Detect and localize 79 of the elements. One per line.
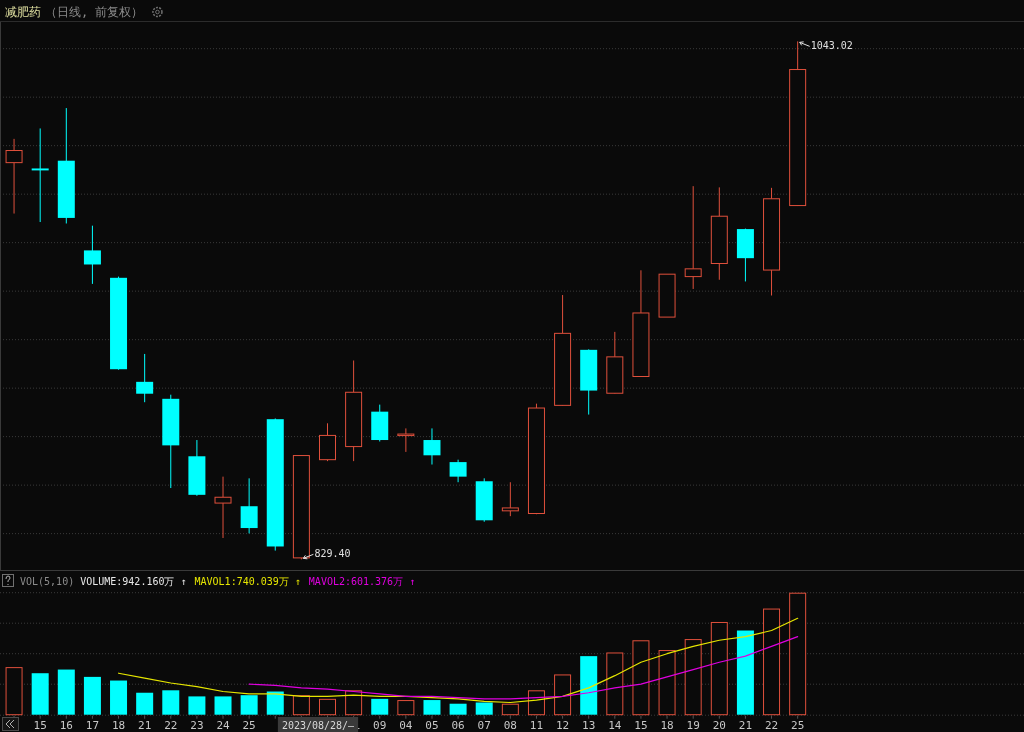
candlestick [214, 476, 232, 539]
candlestick [423, 427, 441, 466]
x-tick-label: 13 [582, 719, 596, 732]
x-tick-label: 21 [138, 719, 152, 732]
candlestick [5, 138, 23, 215]
bar [710, 621, 728, 716]
x-tick-label: 22 [764, 719, 779, 732]
x-tick-label: 25 [791, 719, 805, 732]
bar [31, 673, 49, 715]
x-tick-label: 24 [216, 719, 231, 732]
candlestick [501, 481, 519, 517]
candlestick [319, 422, 336, 461]
x-tick-label: 07 [477, 719, 491, 732]
candlestick [710, 186, 728, 281]
x-tick-label: 14 [608, 719, 622, 732]
bar [554, 674, 572, 716]
bar [658, 650, 676, 716]
bar [763, 608, 781, 716]
x-tick-label: 15 [634, 719, 648, 732]
chart-subtitle: （日线, 前复权） [45, 5, 144, 19]
bar [736, 630, 754, 715]
candlestick [31, 127, 49, 223]
bar [188, 696, 206, 715]
candlestick [83, 225, 101, 285]
x-tick-label: 22 [164, 719, 178, 732]
bar [397, 700, 415, 716]
bar [789, 592, 807, 716]
candlestick [397, 427, 415, 453]
bar [449, 703, 467, 715]
bar [266, 691, 284, 715]
text: VOLUME:942.160万 ↑ [80, 576, 187, 587]
annotation: 829.40 [314, 548, 351, 560]
candlestick [763, 187, 781, 297]
x-tick-label: 18 [660, 719, 674, 732]
candlestick [136, 353, 154, 403]
x-tick-label: 16 [59, 719, 73, 732]
candlestick [449, 459, 467, 483]
candlestick [240, 477, 258, 534]
x-tick-label: 19 [686, 719, 700, 732]
bar [110, 680, 128, 715]
x-tick-label: 25 [242, 719, 256, 732]
text: MAVOL1:740.039万 ↑ [194, 576, 301, 587]
x-tick-label: 12 [555, 719, 570, 732]
x-tick-label: 04 [399, 719, 413, 732]
bar [83, 676, 101, 715]
bar [632, 640, 650, 716]
bar [214, 696, 232, 715]
x-tick-label: 06 [451, 719, 465, 732]
bar [162, 690, 180, 715]
x-tick-label: 17 [85, 719, 100, 732]
x-tick-label: 05 [425, 719, 439, 732]
bar [240, 695, 258, 715]
bar [501, 703, 519, 716]
bar [371, 698, 389, 715]
text: 2023/08/28/— [281, 719, 356, 731]
x-tick-label: 20 [712, 719, 726, 732]
x-tick-label: 11 [529, 719, 544, 732]
x-tick-label: 18 [111, 719, 126, 732]
bar [684, 639, 702, 716]
bar [57, 669, 75, 715]
bar [292, 695, 310, 716]
chart-title: VOL(5,10) [20, 576, 75, 587]
annotation: 1043.02 [810, 40, 853, 52]
bar [345, 690, 363, 716]
bar [606, 652, 624, 716]
text: MAVOL2:601.376万 ↑ [308, 576, 416, 587]
chart-title: 减肥药 [5, 5, 41, 19]
candlestick [345, 360, 363, 462]
x-tick-label: 21 [738, 719, 753, 732]
x-tick-label: 15 [33, 719, 47, 732]
bar [580, 656, 598, 715]
x-tick-label: 23 [190, 719, 204, 732]
bar [423, 700, 441, 715]
bar [475, 702, 493, 715]
candlestick [684, 185, 702, 290]
bar [136, 692, 154, 715]
x-tick-label: 09 [373, 719, 387, 732]
bar [319, 698, 336, 716]
x-tick-label: 08 [503, 719, 517, 732]
